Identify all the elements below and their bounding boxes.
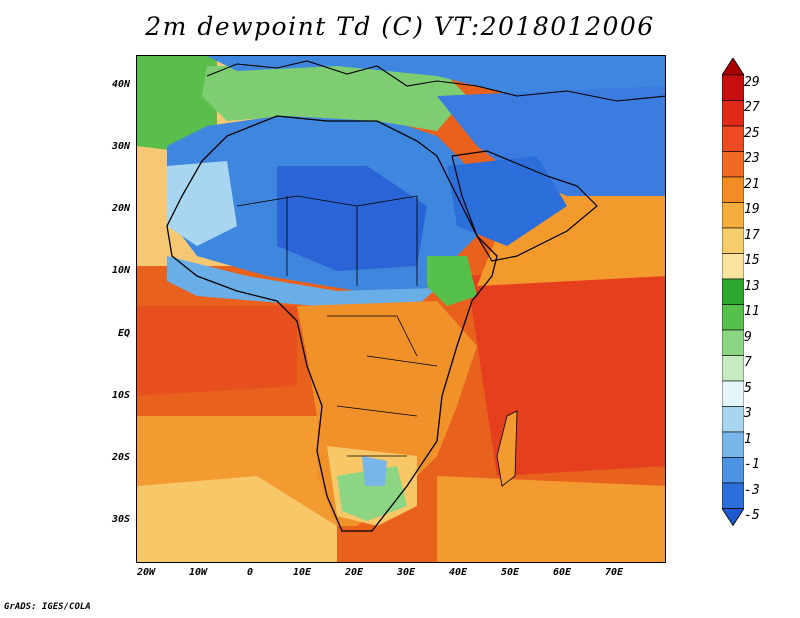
y-tick-label: 30S <box>111 514 130 525</box>
colorbar-label: 15 <box>744 253 760 268</box>
credit-text: GrADS: IGES/COLA <box>4 602 91 612</box>
south-atlantic-pale <box>137 476 337 562</box>
colorbar-segment <box>722 329 744 356</box>
colorbar-segment <box>722 406 744 433</box>
colorbar-label: 25 <box>744 126 760 141</box>
colorbar-label: -5 <box>744 508 760 523</box>
x-tick-label: 0 <box>246 567 254 578</box>
x-tick-label: 50E <box>500 567 520 578</box>
colorbar-label: 13 <box>744 279 760 294</box>
colorbar-segment <box>722 100 744 127</box>
colorbar-segment <box>722 278 744 305</box>
colorbar-label: -1 <box>744 457 760 472</box>
colorbar-segment <box>722 457 744 484</box>
colorbar-segment <box>722 151 744 178</box>
map-panel <box>136 55 666 563</box>
colorbar-label: 23 <box>744 151 760 166</box>
colorbar-label: 17 <box>744 228 760 243</box>
sahel-transition <box>167 256 437 306</box>
colorbar-arrow-bottom <box>722 508 744 527</box>
x-tick-label: 20W <box>136 567 156 578</box>
colorbar-segment <box>722 125 744 152</box>
y-tick-label: 10N <box>111 265 130 276</box>
colorbar-label: 27 <box>744 100 760 115</box>
colorbar-label: 29 <box>744 75 760 90</box>
colorbar-segment <box>722 202 744 229</box>
indian-ocean-hot <box>467 256 665 476</box>
y-tick-label: 30N <box>111 141 130 152</box>
colorbar-label: 5 <box>744 381 752 396</box>
x-tick-label: 10E <box>292 567 312 578</box>
europe-coastline <box>206 60 665 102</box>
x-tick-label: 30E <box>396 567 416 578</box>
colorbar-segment <box>722 482 744 509</box>
colorbar-label: 19 <box>744 202 760 217</box>
east-africa-green <box>427 256 477 306</box>
x-tick-label: 20E <box>344 567 364 578</box>
colorbar-segment <box>722 74 744 101</box>
middle-east-zone <box>437 86 665 196</box>
y-tick-label: 10S <box>111 390 130 401</box>
x-tick-label: 70E <box>604 567 624 578</box>
colorbar-segment <box>722 355 744 382</box>
africa-coastline <box>166 115 498 532</box>
arabia-dry <box>447 156 567 246</box>
colorbar-label: 7 <box>744 355 752 370</box>
arabia-coastline <box>451 150 598 262</box>
colorbar-label: -3 <box>744 483 760 498</box>
colorbar-segment <box>722 253 744 280</box>
atlantic-hot <box>137 306 297 396</box>
y-tick-label: 40N <box>111 79 130 90</box>
southern-africa-green <box>337 466 407 521</box>
colorbar-segment <box>722 176 744 203</box>
dewpoint-map <box>137 56 665 562</box>
sahara-driest <box>277 166 427 271</box>
x-tick-label: 60E <box>552 567 572 578</box>
colorbar-label: 11 <box>744 304 760 319</box>
chart-title: 2m dewpoint Td (C) VT:2018012006 <box>145 12 655 41</box>
x-tick-label: 40E <box>448 567 468 578</box>
colorbar-segment <box>722 304 744 331</box>
colorbar <box>722 58 744 527</box>
colorbar-label: 9 <box>744 330 752 345</box>
kalahari-blue <box>362 456 387 486</box>
colorbar-segment <box>722 227 744 254</box>
madagascar <box>496 410 518 487</box>
north-atlantic-green <box>137 56 217 151</box>
colorbar-label: 21 <box>744 177 760 192</box>
colorbar-segment <box>722 380 744 407</box>
west-sahara-pale <box>167 161 237 246</box>
x-tick-label: 10W <box>188 567 208 578</box>
colorbar-arrow-top <box>722 58 744 76</box>
colorbar-label: 3 <box>744 406 752 421</box>
south-indian-zone <box>437 476 665 562</box>
country-borders <box>236 195 438 457</box>
colorbar-label: 1 <box>744 432 752 447</box>
y-tick-label: 20S <box>111 452 130 463</box>
y-tick-label: 20N <box>111 203 130 214</box>
y-tick-label: EQ <box>117 328 130 339</box>
colorbar-segment <box>722 431 744 458</box>
